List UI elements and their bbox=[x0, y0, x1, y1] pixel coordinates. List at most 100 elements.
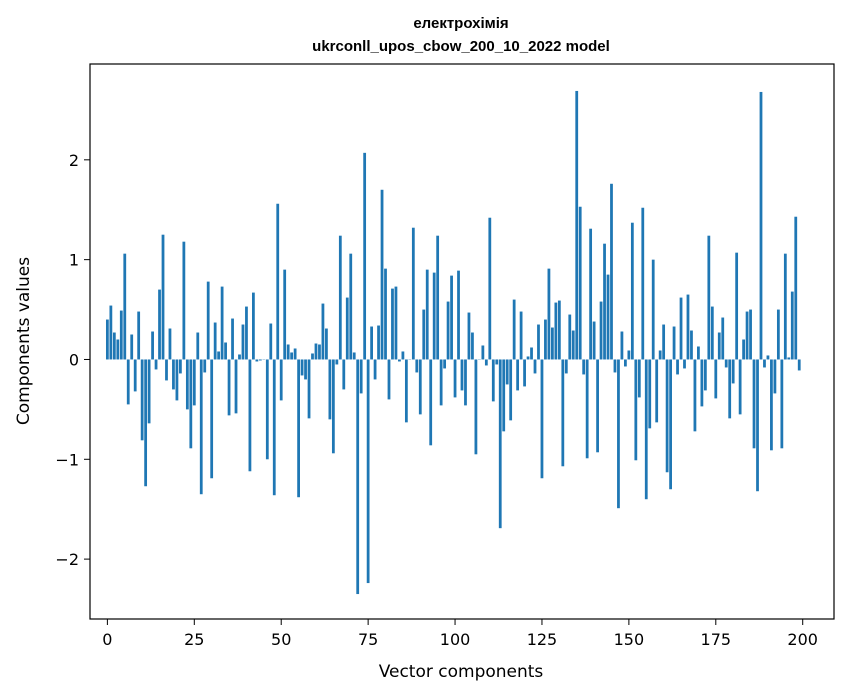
bar-85 bbox=[401, 351, 405, 360]
bar-76 bbox=[370, 326, 373, 360]
bar-81 bbox=[387, 359, 391, 400]
bar-70 bbox=[349, 253, 353, 360]
bar-101 bbox=[457, 270, 460, 360]
bar-126 bbox=[544, 319, 547, 360]
bar-120 bbox=[523, 359, 526, 387]
bar-7 bbox=[130, 334, 134, 360]
bar-50 bbox=[279, 359, 283, 401]
bar-53 bbox=[290, 352, 294, 360]
bar-31 bbox=[213, 322, 217, 360]
bar-68 bbox=[342, 359, 346, 390]
bar-162 bbox=[669, 359, 672, 490]
bar-98 bbox=[446, 301, 450, 360]
bar-8 bbox=[133, 359, 137, 392]
y-tick-label-2: 2 bbox=[69, 151, 79, 170]
bar-150 bbox=[627, 350, 631, 360]
bar-82 bbox=[391, 288, 394, 360]
bar-166 bbox=[683, 359, 686, 369]
bar-32 bbox=[217, 351, 221, 360]
bar-67 bbox=[338, 235, 342, 360]
bar-14 bbox=[154, 359, 158, 370]
bar-0 bbox=[105, 319, 109, 360]
y-tick-label--1: −1 bbox=[55, 450, 79, 469]
bar-131 bbox=[561, 359, 565, 467]
bar-69 bbox=[345, 297, 349, 360]
bar-135 bbox=[575, 90, 579, 360]
bar-192 bbox=[773, 359, 777, 394]
bar-108 bbox=[481, 345, 485, 360]
bar-94 bbox=[432, 272, 436, 360]
bar-187 bbox=[756, 359, 759, 492]
bar-176 bbox=[717, 332, 721, 360]
bar-27 bbox=[199, 359, 203, 495]
bar-199 bbox=[797, 359, 801, 371]
bar-171 bbox=[700, 359, 704, 407]
plot-frame bbox=[89, 63, 835, 620]
bar-152 bbox=[634, 359, 638, 461]
bar-23 bbox=[185, 359, 189, 410]
bar-127 bbox=[547, 268, 551, 360]
bar-182 bbox=[738, 359, 742, 415]
bar-21 bbox=[179, 359, 182, 374]
bar-154 bbox=[641, 207, 645, 360]
bar-193 bbox=[776, 309, 780, 360]
bar-72 bbox=[356, 359, 360, 595]
bar-125 bbox=[540, 359, 544, 479]
bar-177 bbox=[721, 317, 725, 360]
bar-130 bbox=[557, 300, 561, 360]
bar-17 bbox=[165, 359, 168, 381]
bar-5 bbox=[123, 253, 127, 360]
bar-38 bbox=[238, 354, 241, 360]
chart-title-line-1: електрохімія bbox=[413, 15, 508, 32]
bar-57 bbox=[304, 359, 307, 380]
bar-66 bbox=[335, 359, 339, 365]
bar-63 bbox=[325, 328, 328, 360]
bar-115 bbox=[505, 359, 509, 385]
bar-74 bbox=[363, 152, 367, 360]
bar-137 bbox=[582, 359, 586, 375]
x-tick-label-200: 200 bbox=[787, 630, 818, 649]
bar-111 bbox=[491, 359, 495, 402]
bar-142 bbox=[599, 301, 603, 360]
bar-97 bbox=[443, 359, 447, 369]
bar-35 bbox=[227, 359, 231, 416]
bar-61 bbox=[318, 344, 321, 360]
bar-36 bbox=[231, 318, 234, 360]
bar-138 bbox=[585, 359, 589, 459]
bar-163 bbox=[672, 326, 676, 360]
bar-28 bbox=[203, 359, 207, 373]
bar-153 bbox=[637, 359, 641, 398]
bar-2 bbox=[112, 332, 116, 360]
bar-161 bbox=[665, 359, 669, 473]
bar-175 bbox=[714, 359, 718, 399]
bar-62 bbox=[321, 303, 325, 360]
bar-122 bbox=[530, 347, 533, 360]
bar-88 bbox=[411, 227, 415, 360]
bar-185 bbox=[749, 309, 752, 360]
bar-46 bbox=[265, 359, 269, 460]
bar-114 bbox=[502, 359, 506, 432]
bar-134 bbox=[571, 330, 575, 360]
bar-180 bbox=[731, 359, 735, 384]
x-tick-label-125: 125 bbox=[527, 630, 558, 649]
bar-47 bbox=[269, 323, 273, 360]
bar-80 bbox=[384, 268, 387, 360]
bar-128 bbox=[551, 327, 554, 360]
bar-186 bbox=[752, 359, 756, 449]
bar-168 bbox=[690, 330, 693, 360]
bar-42 bbox=[252, 292, 255, 360]
bar-119 bbox=[519, 311, 523, 360]
bar-123 bbox=[533, 359, 537, 374]
bar-194 bbox=[780, 359, 784, 449]
bar-158 bbox=[655, 359, 659, 423]
bar-148 bbox=[620, 331, 624, 360]
x-tick-label-0: 0 bbox=[102, 630, 112, 649]
x-tick-label-25: 25 bbox=[184, 630, 204, 649]
bar-86 bbox=[404, 359, 408, 423]
bar-183 bbox=[742, 339, 745, 360]
bar-170 bbox=[697, 346, 700, 360]
bars-group bbox=[105, 90, 801, 595]
bar-139 bbox=[589, 228, 593, 360]
bar-157 bbox=[651, 259, 655, 360]
